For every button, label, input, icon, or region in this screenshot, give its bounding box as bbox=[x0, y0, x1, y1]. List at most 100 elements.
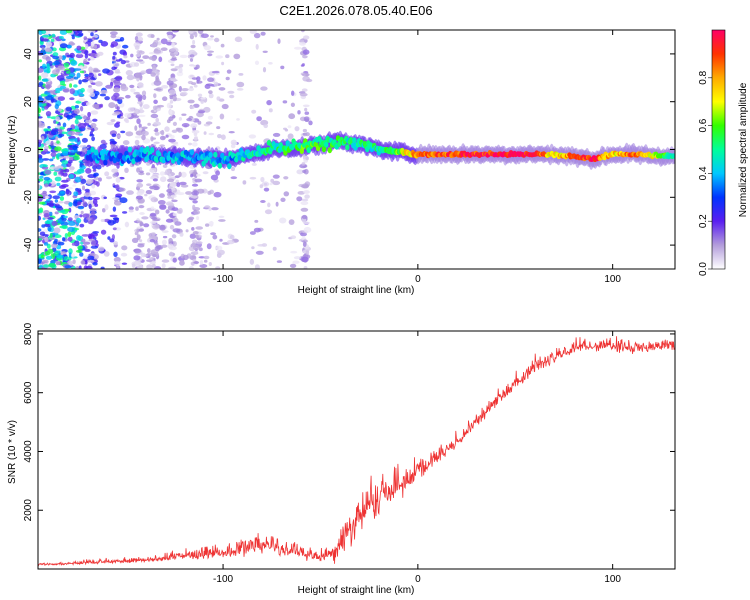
spectrogram-noise-cell bbox=[57, 241, 65, 246]
spectrogram-noise-cell bbox=[254, 219, 259, 223]
spectrogram-noise-cell bbox=[303, 226, 312, 233]
spectrogram-noise-cell bbox=[166, 41, 173, 46]
spectrogram-noise-cell bbox=[110, 34, 117, 39]
spectrogram-noise-cell bbox=[179, 232, 184, 237]
spectrogram-noise-cell bbox=[116, 163, 120, 169]
spectrogram-noise-cell bbox=[169, 182, 177, 187]
spectrogram-noise-cell bbox=[114, 122, 120, 128]
spectrogram-noise-cell bbox=[236, 88, 244, 91]
spectrogram-noise-cell bbox=[43, 145, 49, 150]
spectrogram-noise-cell bbox=[68, 138, 77, 142]
spectrogram-noise-cell bbox=[100, 139, 106, 144]
spectrogram-noise-cell bbox=[79, 145, 87, 148]
spectrogram-noise-cell bbox=[153, 39, 159, 46]
spectrogram-noise-cell bbox=[272, 246, 277, 251]
spectrogram-noise-cell bbox=[90, 53, 97, 58]
spectrogram-noise-cell bbox=[303, 35, 310, 40]
spectrogram-noise-cell bbox=[116, 96, 125, 100]
spectrogram-noise-cell bbox=[217, 134, 222, 139]
spectrogram-noise-cell bbox=[58, 156, 64, 159]
spectrogram-noise-cell bbox=[60, 209, 66, 213]
spectrogram-noise-cell bbox=[169, 77, 177, 82]
spectrogram-noise-cell bbox=[79, 70, 85, 74]
spectrogram-noise-cell bbox=[156, 37, 160, 41]
spectrogram-noise-cell bbox=[92, 262, 98, 266]
spectrogram-noise-cell bbox=[150, 34, 155, 38]
spectrogram-noise-cell bbox=[74, 108, 80, 115]
spectrogram-noise-cell bbox=[188, 49, 197, 56]
spectrogram-noise-cell bbox=[193, 136, 198, 141]
spectrogram-noise-cell bbox=[113, 241, 118, 246]
spectrogram-noise-cell bbox=[188, 216, 195, 220]
spectrogram-noise-cell bbox=[81, 238, 86, 243]
spectrogram-noise-cell bbox=[203, 44, 211, 51]
spectrogram-noise-cell bbox=[190, 44, 196, 49]
spectrogram-noise-cell bbox=[164, 126, 170, 132]
spectrogram-noise-cell bbox=[134, 108, 141, 114]
spectrogram-noise-cell bbox=[86, 217, 93, 221]
spectrogram-noise-cell bbox=[67, 159, 73, 164]
spectrogram-noise-cell bbox=[215, 55, 224, 59]
spectrogram-noise-cell bbox=[166, 102, 172, 109]
spectrogram-noise-cell bbox=[292, 260, 300, 264]
spectrogram-noise-cell bbox=[160, 38, 168, 45]
spectrogram-noise-cell bbox=[54, 199, 59, 203]
spectrogram-noise-cell bbox=[104, 171, 110, 177]
spectrogram-noise-cell bbox=[98, 246, 105, 252]
spectrogram-noise-cell bbox=[290, 250, 298, 254]
spectrogram-noise-cell bbox=[154, 266, 162, 269]
spectrogram-noise-cell bbox=[155, 117, 159, 123]
snr-x-ticks: -100 0 100 bbox=[213, 331, 621, 585]
spectrogram-noise-cell bbox=[227, 90, 235, 94]
chart-title: C2E1.2026.078.05.40.E06 bbox=[279, 3, 432, 18]
spectrogram-noise-cell bbox=[256, 116, 262, 122]
spectrogram-noise-cell bbox=[62, 150, 69, 156]
spectrogram-noise-cell bbox=[133, 255, 141, 261]
spectrogram-noise-cell bbox=[44, 220, 51, 225]
spectrogram-noise-cell bbox=[150, 197, 158, 203]
spectrogram-noise-cell bbox=[141, 252, 146, 258]
spectrogram-ridge-cell bbox=[189, 149, 195, 156]
spectrogram-noise-cell bbox=[168, 266, 177, 269]
spectrogram-noise-cell bbox=[189, 54, 195, 58]
colorbar-tick-label: 0.4 bbox=[698, 166, 709, 180]
spectrogram-noise-cell bbox=[115, 217, 119, 224]
spectrogram-ridge-cell bbox=[237, 154, 242, 161]
spectrogram-noise-cell bbox=[71, 253, 75, 258]
spectrogram-noise-cell bbox=[124, 167, 129, 173]
spectrogram-noise-cell bbox=[236, 81, 245, 88]
spectrogram-noise-cell bbox=[181, 113, 187, 116]
spectrogram-noise-cell bbox=[170, 73, 176, 79]
spectrogram-noise-cell bbox=[303, 116, 310, 122]
spectrogram-noise-cell bbox=[122, 44, 129, 49]
spectrogram-noise-cell bbox=[305, 156, 310, 161]
spectrogram-noise-cell bbox=[42, 190, 47, 195]
spectrogram-noise-cell bbox=[46, 41, 52, 48]
spectrogram-noise-cell bbox=[117, 98, 123, 105]
spectrogram-noise-cell bbox=[41, 34, 50, 38]
spectrogram-noise-cell bbox=[65, 188, 70, 195]
spectrogram-noise-cell bbox=[90, 76, 96, 80]
spectrogram-noise-cell bbox=[109, 214, 118, 218]
spectrogram-noise-cell bbox=[87, 58, 91, 61]
spectrogram-noise-cell bbox=[87, 111, 91, 118]
spectrogram-noise-cell bbox=[197, 30, 204, 34]
spectrogram-noise-cell bbox=[199, 260, 204, 265]
spectrogram-noise-cell bbox=[170, 194, 177, 198]
spectrogram-ridge-cell bbox=[90, 146, 95, 153]
spectrogram-noise-cell bbox=[38, 107, 42, 114]
spectrogram-noise-cell bbox=[54, 103, 59, 110]
spectrogram-noise-cell bbox=[136, 195, 143, 200]
spectrogram-noise-cell bbox=[128, 209, 134, 213]
spectrogram-noise-cell bbox=[219, 113, 225, 120]
spectrogram-noise-cell bbox=[161, 239, 167, 245]
spectrogram-noise-cell bbox=[82, 241, 91, 245]
spectrogram-noise-cell bbox=[299, 92, 308, 97]
spectrogram-noise-cell bbox=[74, 131, 80, 136]
spectrogram-noise-cell bbox=[98, 73, 102, 76]
spectrogram-noise-cell bbox=[110, 41, 119, 47]
spectrogram-noise-cell bbox=[39, 175, 44, 179]
spectrogram-noise-cell bbox=[55, 250, 61, 253]
spectrogram-ridge-cell bbox=[220, 152, 225, 159]
spectrogram-noise-cell bbox=[138, 189, 145, 195]
